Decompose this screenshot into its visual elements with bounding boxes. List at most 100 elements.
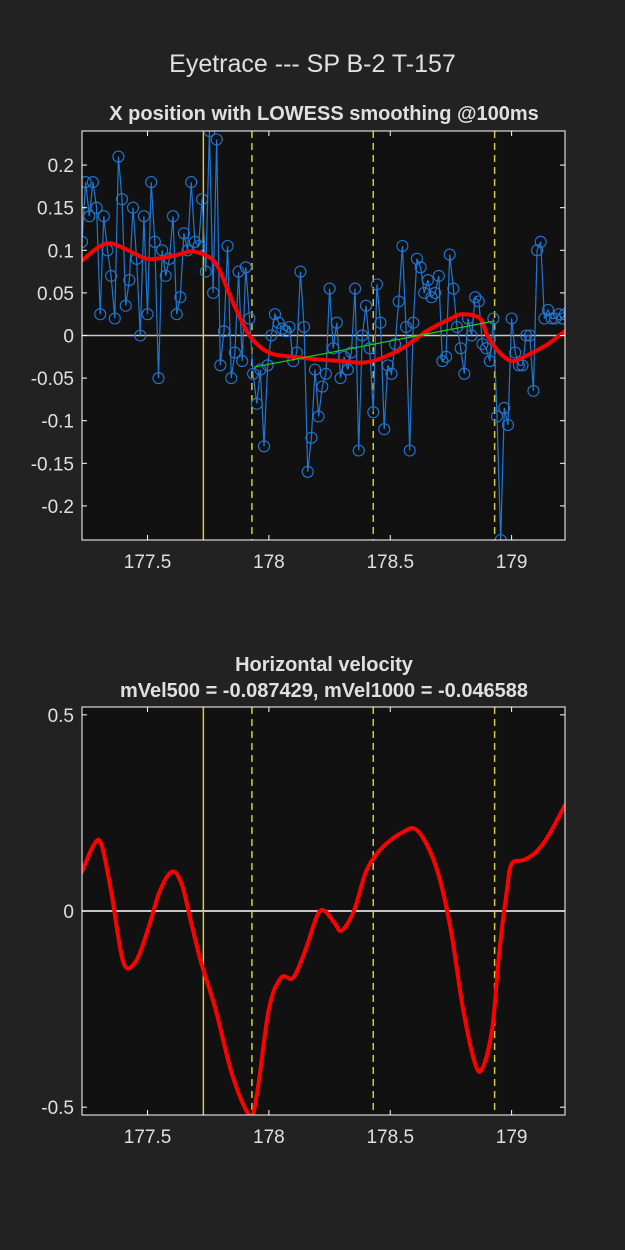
y-tick-label: 0.05 <box>37 284 74 305</box>
raw-sample-point <box>385 367 398 380</box>
raw-sample-point <box>327 342 340 355</box>
velocity-curve <box>82 803 565 1115</box>
x-tick-label: 178.5 <box>366 552 414 573</box>
x-tick-label: 179 <box>496 1127 528 1148</box>
raw-sample-point <box>174 291 187 304</box>
raw-sample-point <box>429 286 442 299</box>
raw-sample-point <box>356 329 369 342</box>
raw-sample-point <box>279 325 292 338</box>
raw-sample-point <box>341 363 354 376</box>
raw-sample-point <box>516 359 529 372</box>
raw-sample-point <box>323 282 336 295</box>
raw-sample-point <box>534 235 547 248</box>
raw-sample-point <box>185 176 198 189</box>
raw-sample-point <box>272 316 285 329</box>
raw-sample-point <box>94 308 107 321</box>
raw-sample-point <box>505 312 518 325</box>
y-tick-label: 0.5 <box>48 706 74 727</box>
raw-sample-point <box>374 316 387 329</box>
y-tick-label: -0.15 <box>31 454 74 475</box>
position-plot-content <box>82 131 565 540</box>
raw-sample-point <box>108 312 121 325</box>
raw-sample-point <box>137 210 150 223</box>
raw-sample-point <box>228 346 241 359</box>
raw-sample-point <box>82 235 89 248</box>
raw-sample-point <box>558 308 565 321</box>
position-axes: 177.5 178 178.5 179 0.2 0.15 0.1 0.05 0 -0.05 -0.1… <box>31 130 566 573</box>
raw-sample-point <box>552 308 565 321</box>
raw-sample-point <box>487 312 500 325</box>
raw-sample-point <box>414 261 427 274</box>
raw-sample-point <box>421 274 434 287</box>
raw-sample-point <box>254 363 267 376</box>
raw-sample-point <box>490 410 504 423</box>
raw-sample-point <box>359 299 373 312</box>
raw-sample-point <box>494 533 507 540</box>
raw-sample-point <box>349 282 362 295</box>
raw-sample-point <box>243 312 256 325</box>
figure-title: Eyetrace --- SP B-2 T-157 <box>169 50 456 78</box>
raw-sample-point <box>199 265 212 278</box>
raw-sample-point <box>141 308 154 321</box>
raw-sample-point <box>239 261 252 274</box>
x-tick-label: 179 <box>496 552 528 573</box>
raw-sample-point <box>389 337 402 351</box>
raw-sample-point <box>440 350 453 363</box>
raw-sample-point <box>294 265 307 278</box>
raw-sample-point <box>170 308 183 321</box>
raw-sample-point <box>319 367 332 380</box>
raw-sample-point <box>83 210 96 223</box>
x-tick-label: 177.5 <box>124 1127 172 1148</box>
raw-sample-point <box>410 252 423 265</box>
y-tick-label: 0.1 <box>48 241 74 262</box>
raw-sample-point <box>188 235 201 248</box>
x-tick-label: 178.5 <box>366 1127 414 1148</box>
smooth-curve <box>82 241 565 365</box>
raw-sample-point <box>363 342 376 355</box>
raw-sample-point <box>221 239 234 253</box>
raw-sample-point <box>298 320 311 334</box>
raw-sample-point <box>301 465 314 478</box>
raw-sample-point <box>352 444 365 457</box>
raw-sample-point <box>82 176 92 189</box>
y-tick-label: 0.2 <box>48 156 74 177</box>
position-axes-title: X position with LOWESS smoothing @100ms <box>109 103 539 125</box>
raw-sample-point <box>166 210 180 223</box>
raw-sample-point <box>378 423 391 436</box>
raw-sample-point <box>436 355 449 368</box>
raw-sample-point <box>236 355 249 368</box>
raw-sample-point <box>145 176 158 189</box>
raw-sample-point <box>257 440 271 453</box>
raw-sample-point <box>432 269 445 282</box>
velocity-axes-subtitle: mVel500 = -0.087429, mVel1000 = -0.04658… <box>119 680 529 702</box>
y-tick-label: -0.1 <box>41 412 74 433</box>
raw-sample-point <box>283 320 296 334</box>
x-tick-label: 178 <box>253 1127 285 1148</box>
raw-sample-point <box>312 410 325 423</box>
raw-sample-point <box>501 418 515 432</box>
raw-sample-point <box>403 444 416 457</box>
raw-sample-point <box>330 316 343 329</box>
raw-sample-point <box>203 131 216 138</box>
raw-sample-point <box>217 325 231 338</box>
raw-sample-point <box>509 346 522 359</box>
raw-sample-point <box>556 312 565 325</box>
velocity-axes-title: Horizontal velocity <box>235 654 413 676</box>
raw-sample-point <box>541 303 555 316</box>
raw-sample-point <box>527 384 540 397</box>
raw-sample-point <box>367 406 380 419</box>
raw-sample-point <box>247 367 260 380</box>
y-tick-label: 0.15 <box>37 199 74 220</box>
raw-sample-point <box>381 359 394 372</box>
raw-sample-point <box>425 291 438 304</box>
raw-sample-point <box>159 269 172 282</box>
raw-sample-point <box>531 244 544 257</box>
raw-sample-point <box>469 291 482 304</box>
raw-sample-point <box>458 367 471 380</box>
raw-sample-point <box>370 278 383 291</box>
x-tick-label: 178 <box>253 552 285 573</box>
raw-sample-point <box>225 372 238 385</box>
raw-sample-point <box>115 193 129 206</box>
